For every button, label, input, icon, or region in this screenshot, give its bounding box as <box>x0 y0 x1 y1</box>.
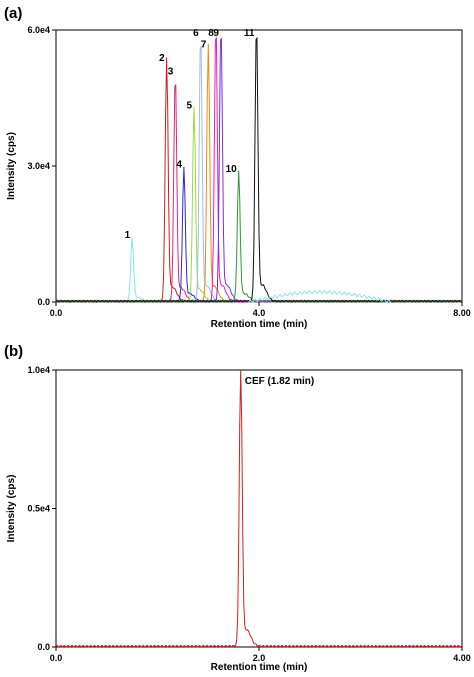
x-tick-label: 0.0 <box>50 653 63 663</box>
y-tick-label: 6.0e4 <box>27 25 50 35</box>
trace-a-6 <box>55 46 463 303</box>
peak-label: 10 <box>226 164 238 175</box>
peak-label: 1 <box>125 230 131 241</box>
x-tick-label: 8.00 <box>453 308 471 318</box>
y-tick-label: 0.0 <box>37 642 50 652</box>
x-tick-label: 2.0 <box>253 653 266 663</box>
peak-label: 7 <box>201 39 207 50</box>
plot-frame-b <box>55 369 463 648</box>
y-tick-label: 3.0e4 <box>27 161 50 171</box>
peak-label: 11 <box>244 28 255 39</box>
trace-b-cef <box>55 369 463 648</box>
y-tick-label: 1.0e4 <box>27 365 50 375</box>
trace-a-11 <box>55 36 463 303</box>
peak-label: 6 <box>193 28 199 39</box>
peak-label: 4 <box>176 160 182 171</box>
trace-a-2 <box>55 57 463 303</box>
trace-a-8 <box>55 37 463 303</box>
x-tick-label: 4.0 <box>253 308 266 318</box>
peak-label: 2 <box>159 53 165 64</box>
x-axis-title-b: Retention time (min) <box>211 662 308 673</box>
x-tick-label: 0.0 <box>50 308 63 318</box>
trace-a-9 <box>55 37 463 303</box>
y-tick-label: 0.5e4 <box>27 504 50 514</box>
peak-label: 3 <box>168 67 174 78</box>
peaks-group-b <box>55 369 463 648</box>
y-axis-title-b: Intensity (cps) <box>6 475 17 543</box>
x-tick-label: 4.00 <box>453 653 471 663</box>
baseline-drift-trace <box>248 290 391 303</box>
panel-b-label: (b) <box>4 343 23 360</box>
peak-label: 9 <box>213 28 219 39</box>
y-axis-title-a: Intensity (cps) <box>6 132 17 200</box>
peak-label: 5 <box>186 101 192 112</box>
peak-label: 8 <box>208 28 214 39</box>
panel-a-label: (a) <box>4 5 22 22</box>
trace-a-7 <box>55 43 463 303</box>
ticks-group-b: 0.0 2.0 4.00 0.0 0.5e4 1.0e4 <box>27 365 470 663</box>
peaks-group-a <box>55 36 463 303</box>
peak-annotation-cef: CEF (1.82 min) <box>245 376 314 387</box>
plot-frame-a <box>55 29 463 303</box>
ticks-group-a: 0.0 4.0 8.00 0.0 3.0e4 6.0e4 <box>27 25 470 318</box>
x-axis-title-a: Retention time (min) <box>211 319 308 330</box>
panel-b: (b) 0.0 2.0 4.00 0.0 0.5e4 1.0e4 CEF (1.82 mi… <box>4 343 471 673</box>
y-tick-label: 0.0 <box>37 297 50 307</box>
